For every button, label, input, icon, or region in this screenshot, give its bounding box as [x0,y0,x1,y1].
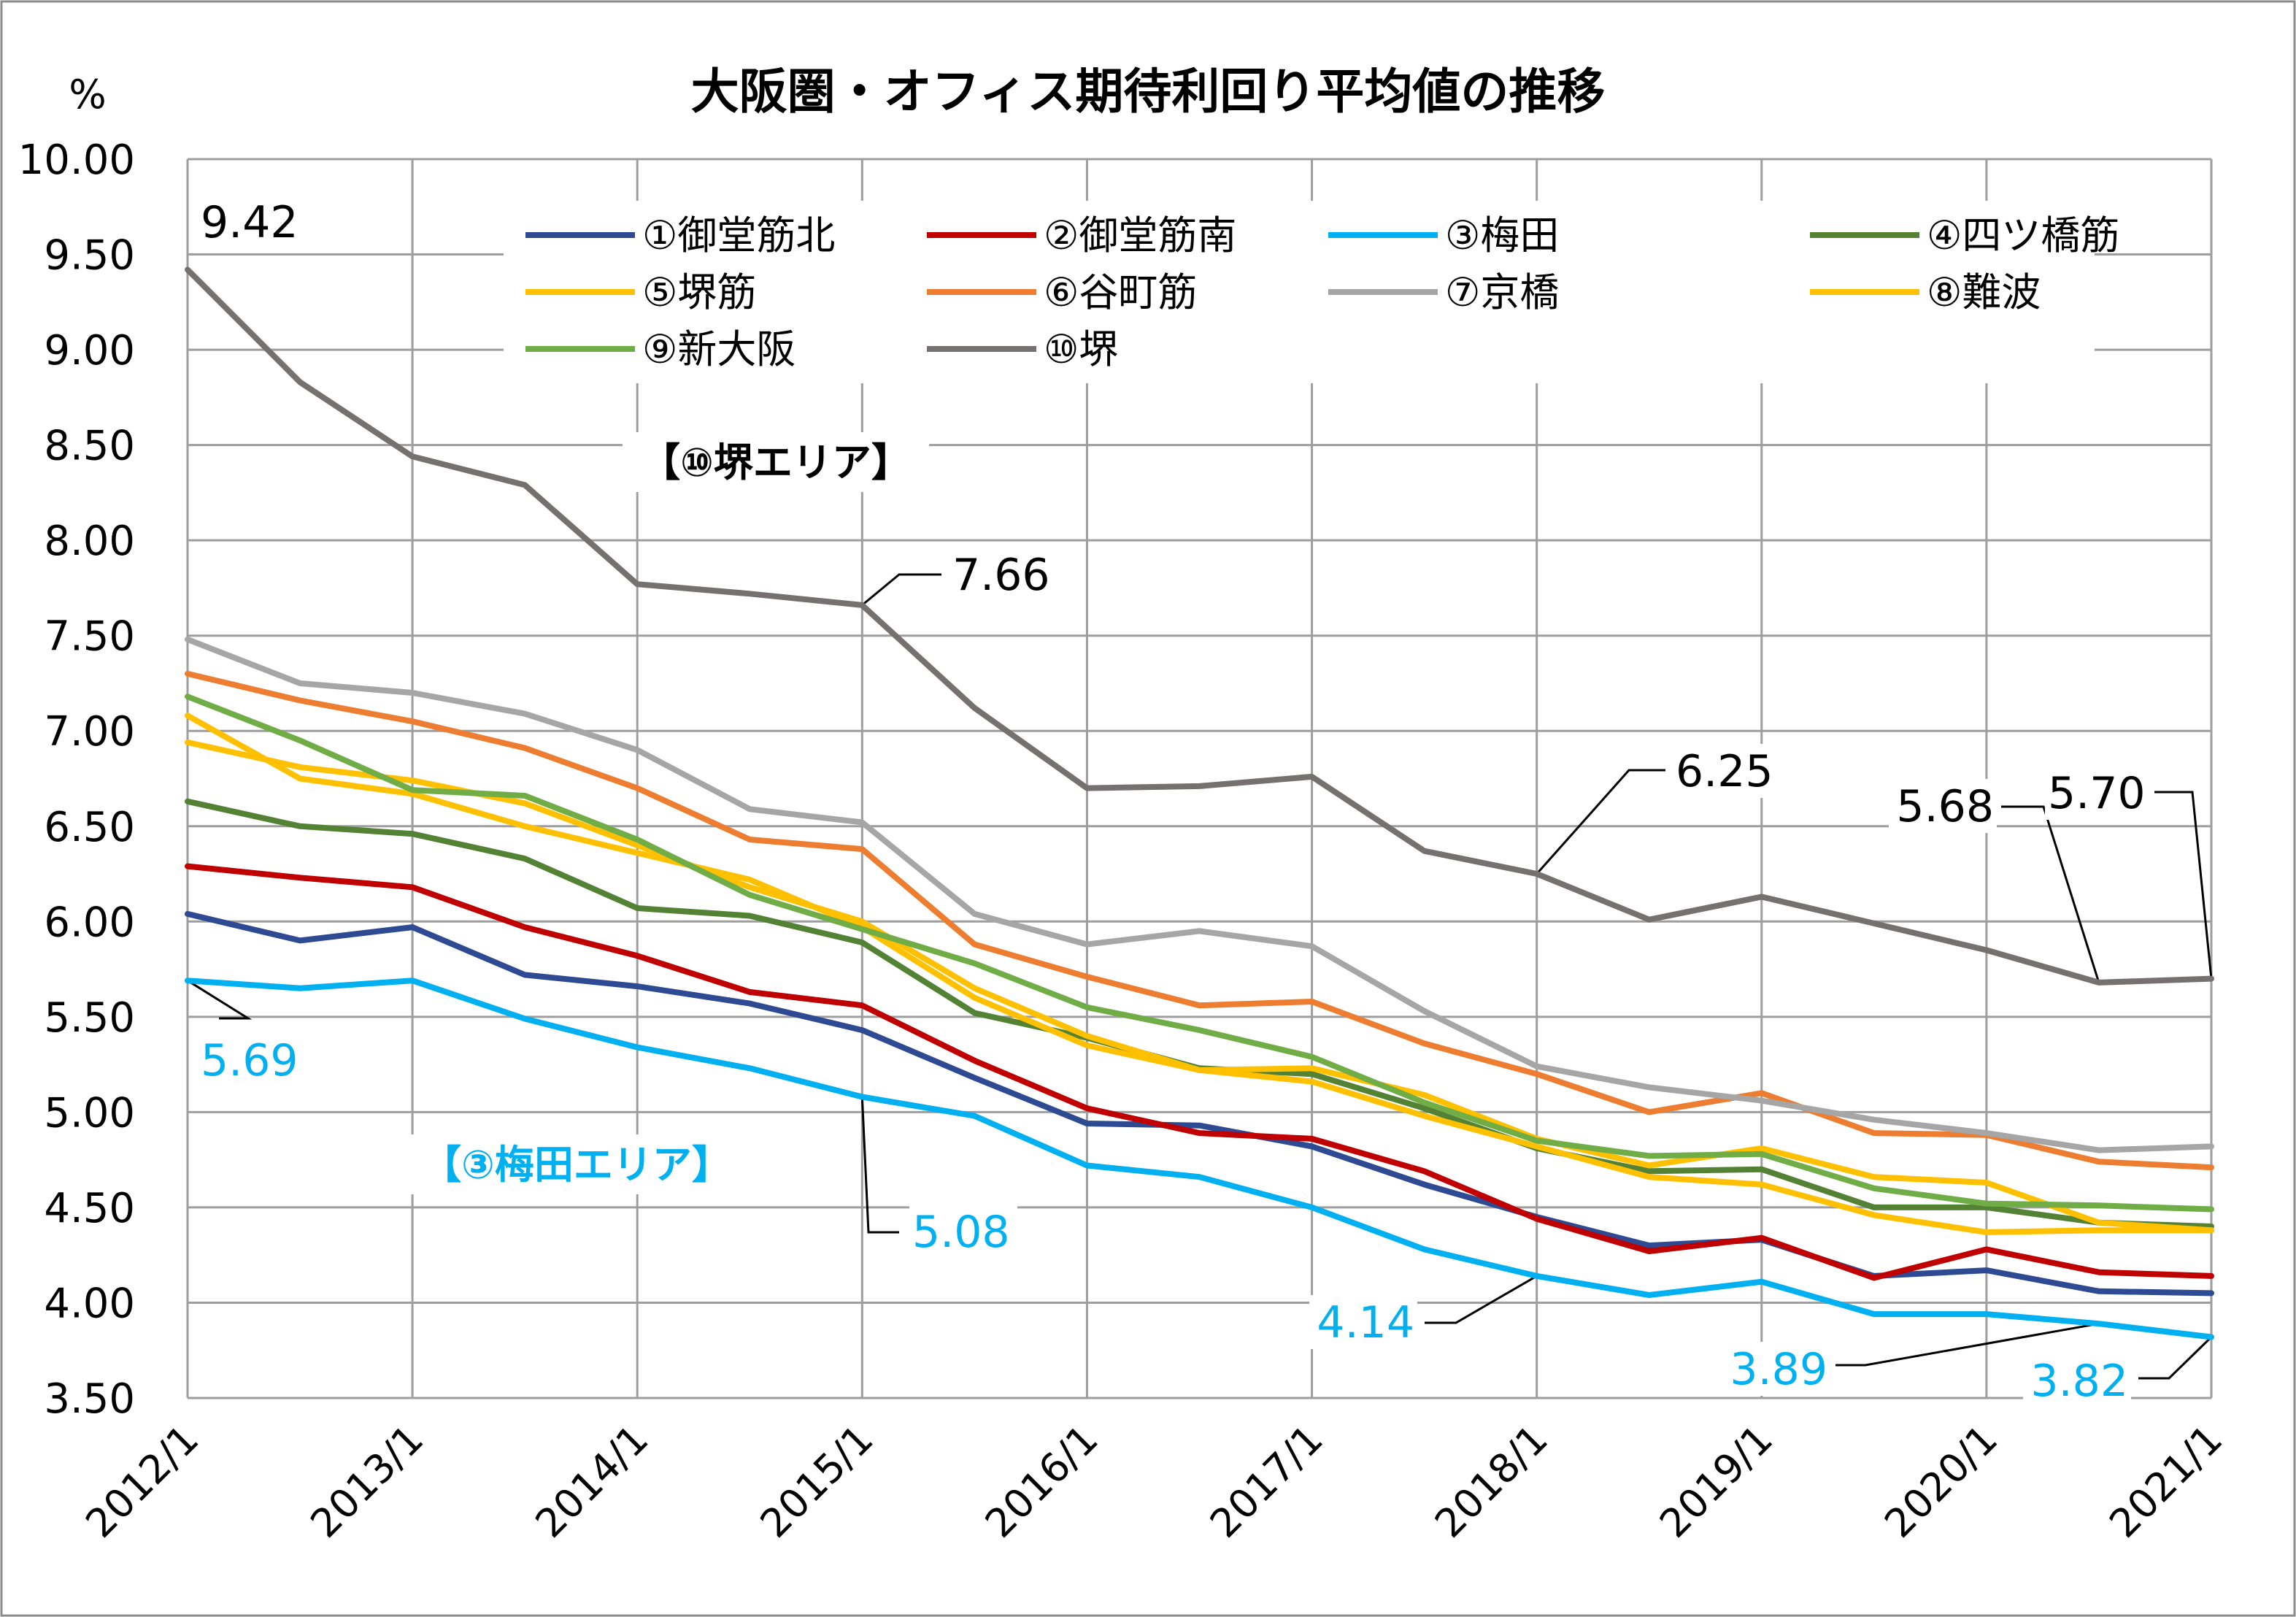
y-tick-label: 3.50 [44,1375,135,1423]
annotation-leader [187,979,253,1020]
annotation-label: 5.70 [2048,768,2146,819]
series-line [185,670,2214,1171]
y-tick-label: 10.00 [18,137,135,184]
annotation-background [1673,744,1781,798]
y-axis-unit: % [69,72,106,118]
legend-label: ⑥谷町筋 [1044,269,1197,315]
annotation-background [198,1033,306,1087]
y-tick-label: 5.50 [44,994,135,1042]
y-tick-label: 9.50 [44,232,135,280]
area-label: 【⑩堺エリア】 [641,439,911,485]
y-tick-label: 4.50 [44,1185,135,1232]
area-label-background [401,1134,752,1194]
series-lines [185,266,2214,1340]
legend-label: ①御堂筋北 [642,212,835,258]
series-line [185,863,2214,1281]
series-line [185,694,2214,1213]
legend-label: ⑧難波 [1927,269,2041,315]
annotation-leader [1835,1322,2100,1367]
legend-label: ④四ツ橋筋 [1927,212,2119,258]
y-tick-label: 8.00 [44,518,135,565]
area-label: 【③梅田エリア】 [422,1142,731,1188]
series-line [185,978,2214,1340]
annotation-label: 7.66 [952,550,1050,601]
legend-label: ⑤堺筋 [642,269,756,315]
annotation-labels: 9.42 7.66 6.25 5.68 5.70 5.69 5.08 4.14 3.89 3.82… [198,195,2153,1407]
legend-label: ②御堂筋南 [1044,212,1236,258]
legend-label: ③梅田 [1445,212,1559,258]
annotation-label: 3.82 [2030,1356,2128,1407]
y-tick-label: 9.00 [44,327,135,375]
annotation-background [198,195,306,249]
annotation-background [2023,1353,2131,1407]
annotation-label: 5.69 [201,1035,298,1086]
annotation-background [949,548,1058,602]
legend: ①御堂筋北 ②御堂筋南 ③梅田 ④四ツ橋筋 ⑤堺筋 ⑥谷町筋 ⑦京橋 ⑧難波 ⑨新大阪 ⑩堺 [504,201,2119,383]
area-label-background [623,432,929,492]
y-tick-label: 6.00 [44,899,135,946]
y-tick-label: 7.00 [44,708,135,756]
series-line [185,739,2214,1234]
annotation-background [1309,1295,1417,1349]
annotation-leader [861,573,941,607]
annotation-background [1722,1342,1830,1396]
legend-label: ⑨新大阪 [642,326,795,372]
annotation-leaders [187,573,2213,1380]
annotation-leader [1425,1275,1538,1324]
annotation-label: 5.08 [912,1207,1010,1258]
annotation-label: 5.68 [1896,781,1994,832]
annotation-label: 4.14 [1317,1297,1414,1348]
annotation-background [2045,766,2153,820]
annotation-leader [2001,805,2100,983]
annotation-leader [2138,1336,2213,1380]
annotation-background [1889,779,1997,833]
annotation-leader [1536,769,1665,875]
annotation-background [909,1205,1017,1259]
legend-label: ⑩堺 [1044,326,1118,372]
series-line [185,636,2214,1153]
y-tick-label: 7.50 [44,613,135,661]
y-tick-label: 6.50 [44,804,135,851]
annotation-label: 3.89 [1730,1344,1827,1395]
chart-title: 大阪圏・オフィス期待利回り平均値の推移 [691,64,1606,120]
y-tick-label: 4.00 [44,1280,135,1327]
annotation-leader [2154,791,2213,979]
annotation-leader [860,1096,899,1234]
series-line [185,266,2214,986]
y-tick-label: 5.00 [44,1089,135,1137]
annotation-label: 6.25 [1676,746,1773,797]
y-tick-label: 8.50 [44,423,135,470]
annotation-label: 9.42 [201,197,298,248]
legend-label: ⑦京橋 [1445,269,1559,315]
